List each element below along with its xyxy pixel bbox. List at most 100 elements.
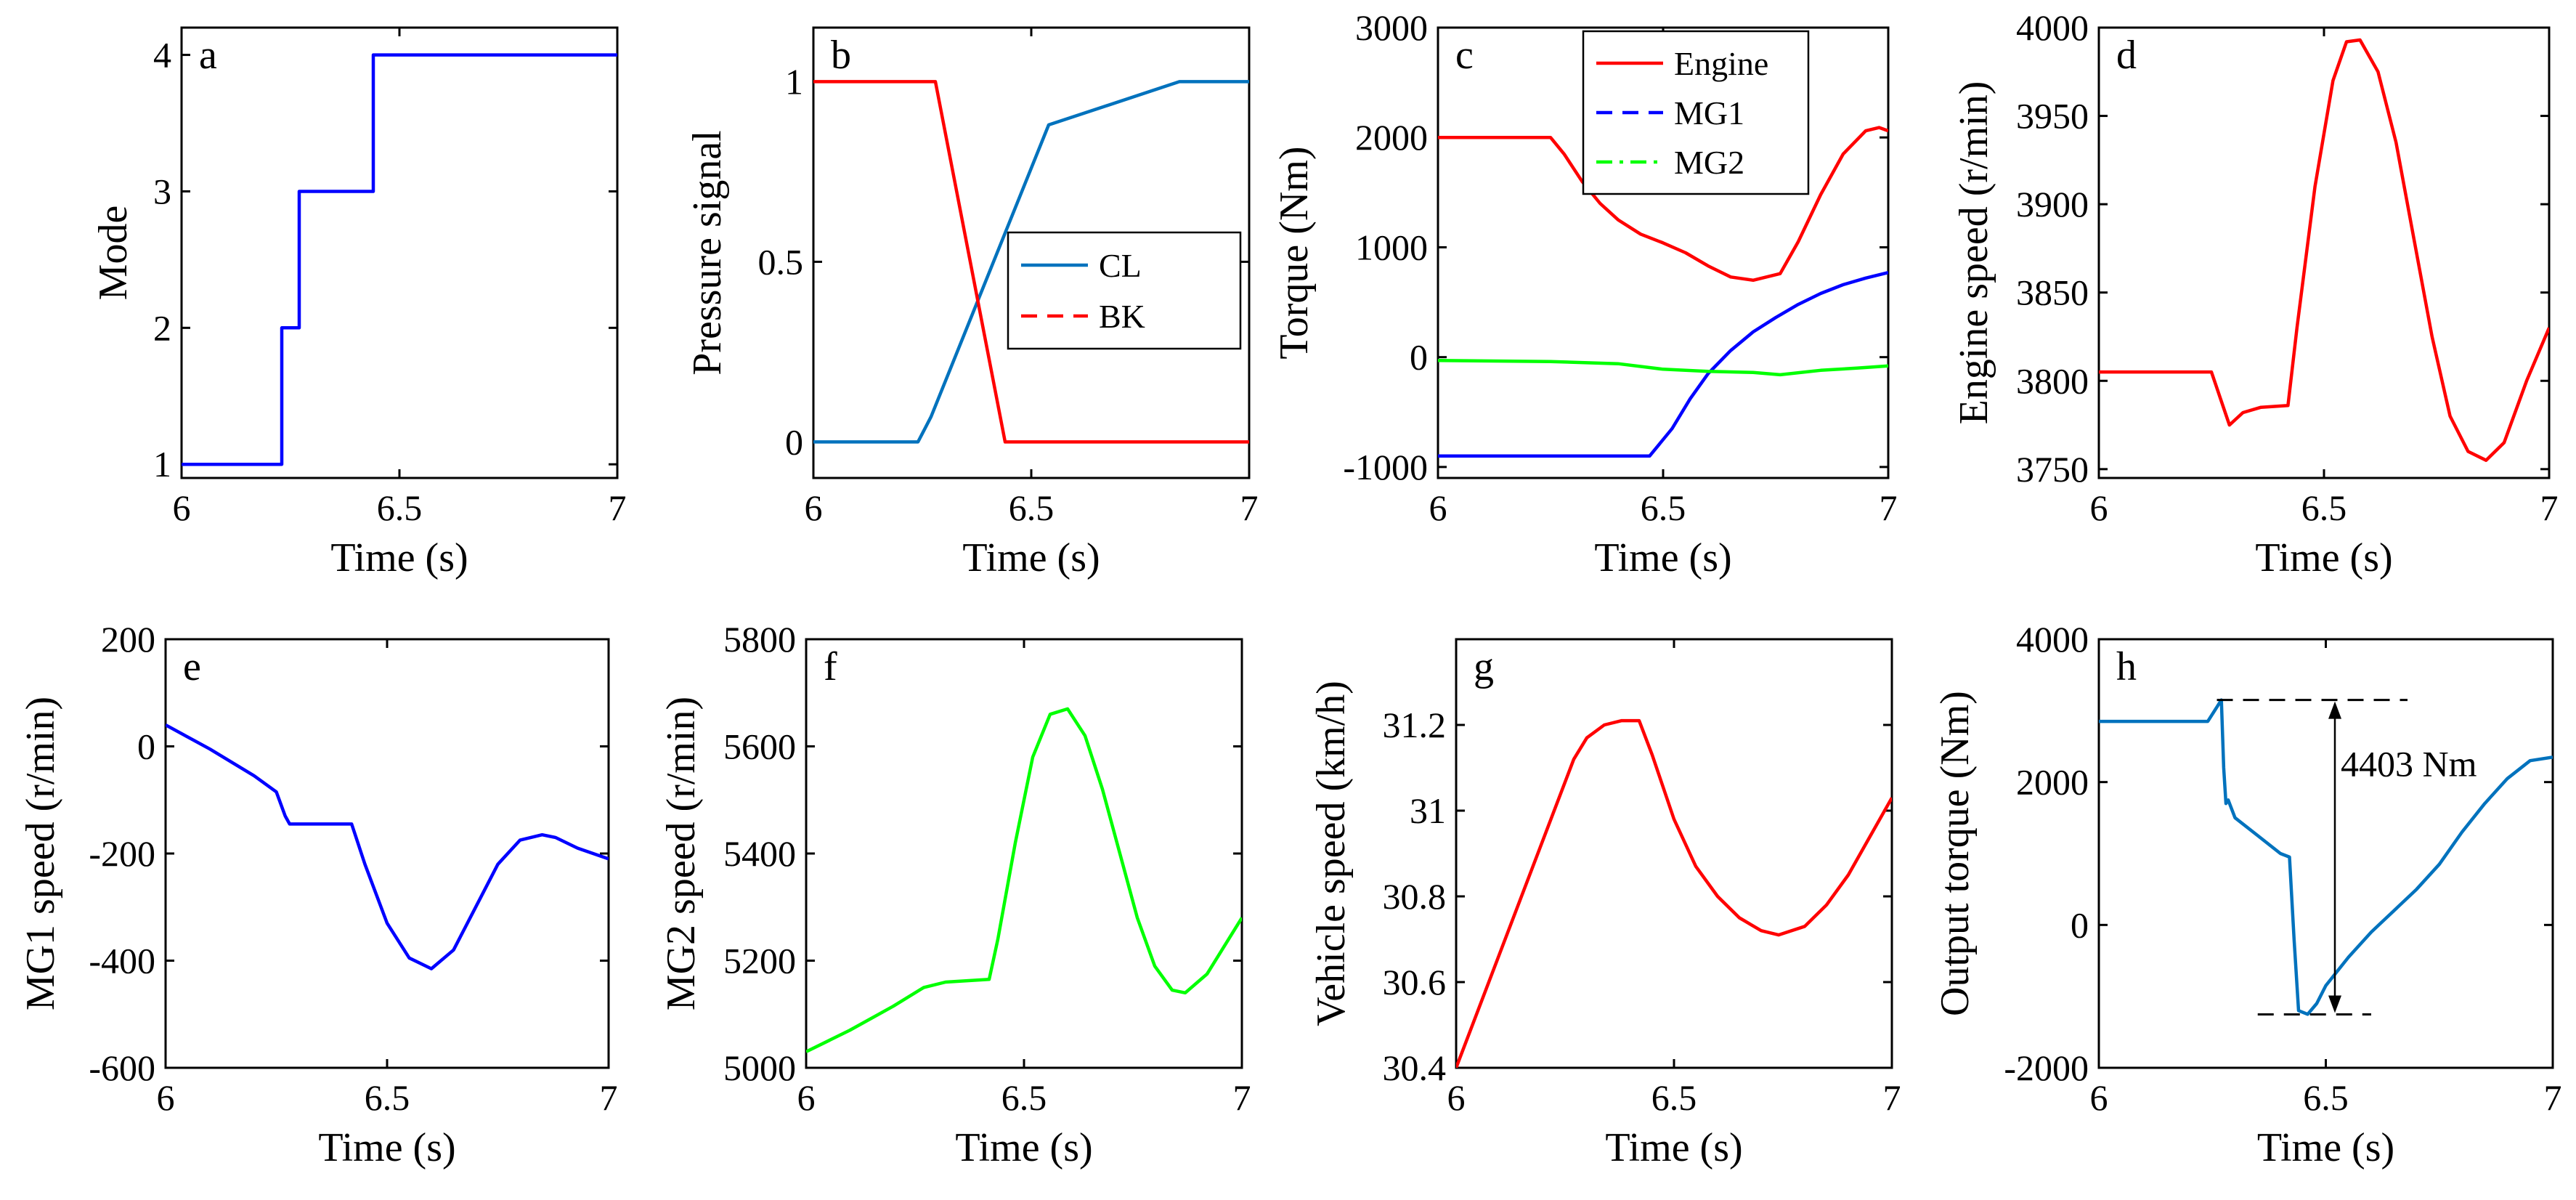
axes-frame-g [1455, 638, 1893, 1069]
y-tick-label-g: 31 [1410, 790, 1446, 831]
chart-panel-a: 6 6.5 7 1 2 3 4 Time (s) Mode a [91, 26, 627, 580]
series-line-f-mg2-speed [806, 707, 1242, 1053]
series-line-e-mg1-speed [166, 723, 609, 970]
annotation-arrow-head-down [2328, 995, 2341, 1013]
y-tick-label-c: 1000 [1355, 227, 1428, 267]
x-tick-label-c: 7 [1880, 487, 1898, 528]
x-axis-label-d: Time (s) [2255, 535, 2392, 580]
x-tick-label-b: 7 [1240, 487, 1259, 528]
chart-panel-c: 6 6.5 7 -1000 0 1000 2000 3000 Time (s) Torque (N… [1272, 7, 1898, 580]
x-tick-label-f: 6.5 [1001, 1077, 1047, 1118]
y-tick-label-e: -200 [89, 833, 155, 874]
annotation-text: 4403 Nm [2341, 744, 2477, 785]
chart-panel-b: 6 6.5 7 0 0.5 1 Time (s) Pressure signal b CL BK [685, 26, 1259, 580]
chart-panel-g: 6 6.5 7 30.4 30.6 30.8 31 31.2 Time (s) Vehicle s… [1309, 638, 1901, 1170]
y-tick-label-g: 30.6 [1383, 962, 1447, 1002]
x-axis-label-b: Time (s) [962, 535, 1100, 580]
chart-panel-e: 6 6.5 7 -600 -400 -200 0 200 Time (s) MG1 speed (… [18, 619, 618, 1170]
legend-box-b [1007, 231, 1242, 350]
y-tick-label-g: 31.2 [1383, 705, 1447, 745]
axes-frame-e [164, 638, 610, 1069]
series-group-b [813, 80, 1249, 444]
panel-letter-a: a [199, 33, 217, 78]
panel-letter-f: f [824, 644, 837, 689]
y-tick-label-h: 0 [2071, 904, 2089, 945]
series-line-a-mode [182, 53, 617, 466]
series-group-g [1456, 718, 1892, 1068]
y-tick-label-d: 3800 [2016, 360, 2089, 401]
y-axis-label-h: Output torque (Nm) [1933, 691, 1978, 1016]
x-tick-label-b: 6.5 [1009, 487, 1055, 528]
panel-letter-c: c [1455, 33, 1474, 78]
axes-frame-d [2097, 26, 2551, 479]
y-tick-label-d: 3950 [2016, 96, 2089, 137]
series-line-d-engine-speed [2099, 38, 2549, 462]
legend-label-c-engine: Engine [1674, 45, 1768, 82]
x-tick-label-f: 6 [797, 1077, 816, 1118]
y-tick-label-c: 2000 [1355, 117, 1428, 158]
y-axis-label-c: Torque (Nm) [1272, 146, 1317, 359]
y-tick-label-e: -400 [89, 941, 155, 981]
panel-letter-d: d [2116, 33, 2137, 78]
series-group-d [2099, 38, 2549, 462]
x-tick-label-a: 6 [173, 487, 191, 528]
y-tick-label-h: -2000 [2004, 1047, 2089, 1088]
series-group-f [806, 707, 1242, 1053]
x-axis-label-c: Time (s) [1594, 535, 1731, 580]
series-line-b-cl [813, 80, 1249, 444]
annotation-h: 4403 Nm [2217, 699, 2477, 1016]
x-tick-label-e: 6 [157, 1077, 175, 1118]
y-axis-label-d: Engine speed (r/min) [1951, 81, 1996, 425]
x-tick-label-h: 6 [2090, 1077, 2108, 1118]
y-axis-label-b: Pressure signal [685, 130, 730, 376]
chart-panel-h: 6 6.5 7 -2000 0 2000 4000 Time (s) Output torque… [1933, 619, 2562, 1170]
series-group-h [2099, 698, 2553, 1016]
panel-letter-h: h [2116, 644, 2137, 689]
y-tick-label-e: 200 [101, 619, 155, 660]
series-group-c [1438, 126, 1888, 458]
x-tick-label-f: 7 [1233, 1077, 1251, 1118]
axes-frame-f [805, 638, 1243, 1069]
series-group-a [182, 53, 617, 466]
chart-panel-d: 6 6.5 7 3750 3800 3850 3900 3950 4000 Time (s) Eng… [1951, 7, 2559, 580]
y-axis-label-f: MG2 speed (r/min) [659, 697, 704, 1010]
legend-label-b-bk: BK [1099, 298, 1145, 335]
x-tick-label-g: 7 [1883, 1077, 1901, 1118]
y-tick-label-a: 4 [153, 35, 171, 76]
series-line-c-mg2-drawn [1438, 358, 1888, 377]
series-line-g-vehicle-speed [1456, 718, 1892, 1068]
axes-frame-a [180, 26, 619, 479]
y-tick-label-d: 4000 [2016, 7, 2089, 48]
chart-panel-f: 6 6.5 7 5000 5200 5400 5600 5800 Time (s) MG2 spe… [659, 619, 1251, 1170]
legend-label-c-mg1: MG1 [1674, 94, 1744, 131]
y-tick-label-f: 5600 [723, 726, 796, 767]
x-tick-label-e: 7 [600, 1077, 618, 1118]
legend-c: Engine MG1 MG2 [1582, 30, 1810, 195]
x-tick-label-e: 6.5 [365, 1077, 410, 1118]
series-line-h-output-torque [2099, 698, 2553, 1016]
panel-letter-e: e [183, 644, 201, 689]
y-tick-label-g: 30.8 [1383, 876, 1447, 917]
y-tick-label-f: 5800 [723, 619, 796, 660]
axes-frame-h [2097, 638, 2554, 1069]
legend-b: CL BK [1007, 231, 1242, 350]
x-tick-label-d: 6.5 [2301, 487, 2347, 528]
y-tick-label-d: 3850 [2016, 272, 2089, 313]
x-axis-label-a: Time (s) [330, 535, 468, 580]
y-tick-label-a: 3 [153, 171, 171, 211]
y-tick-label-g: 30.4 [1383, 1047, 1447, 1088]
y-tick-label-a: 2 [153, 307, 171, 348]
panel-letter-g: g [1474, 644, 1494, 689]
panel-letter-b: b [831, 33, 851, 78]
x-tick-label-c: 6 [1429, 487, 1447, 528]
x-tick-label-c: 6.5 [1641, 487, 1686, 528]
x-tick-label-d: 6 [2090, 487, 2108, 528]
y-tick-label-h: 4000 [2016, 619, 2089, 660]
series-line-c-engine [1438, 126, 1888, 283]
y-tick-label-e: -600 [89, 1047, 155, 1088]
x-tick-label-g: 6.5 [1651, 1077, 1697, 1118]
y-tick-label-f: 5200 [723, 941, 796, 981]
y-tick-label-b: 1 [785, 61, 803, 102]
y-tick-label-c: 3000 [1355, 7, 1428, 48]
y-tick-label-c: -1000 [1343, 447, 1428, 487]
